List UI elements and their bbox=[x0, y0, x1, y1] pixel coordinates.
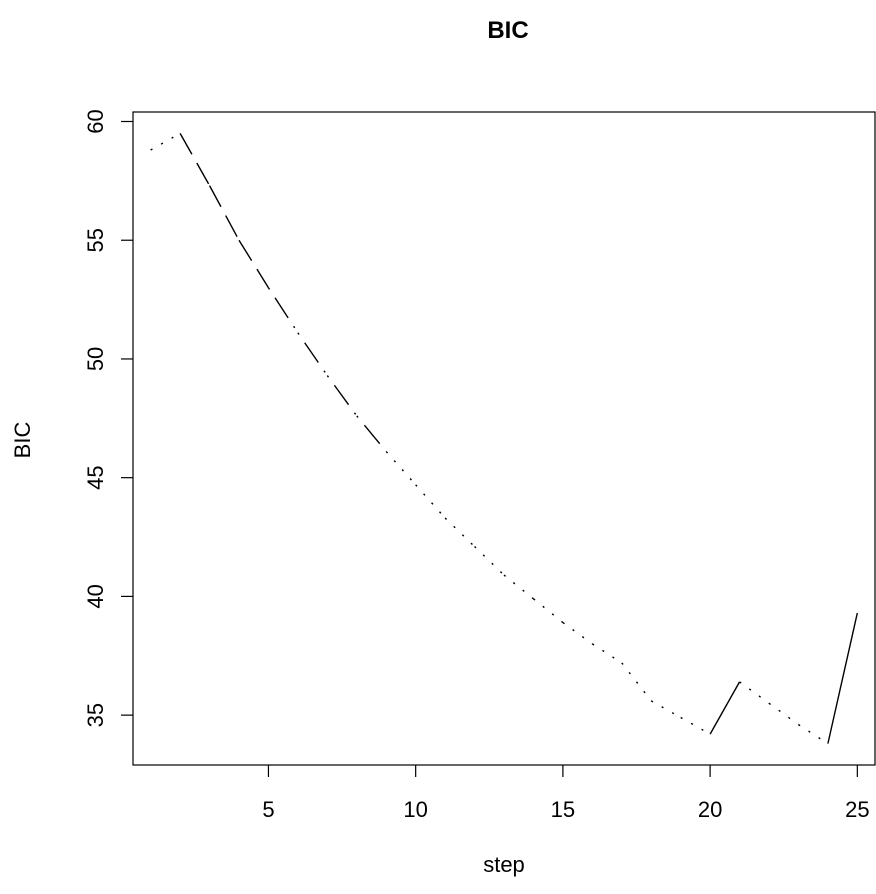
line-segment-9-10 bbox=[385, 451, 417, 486]
line-segment-20-21 bbox=[709, 681, 741, 735]
line-segment-5-6 bbox=[267, 287, 299, 334]
x-tick-label: 10 bbox=[403, 797, 427, 822]
line-segment-19-20 bbox=[680, 716, 711, 735]
x-tick-label: 5 bbox=[262, 797, 274, 822]
line-segment-12-13 bbox=[474, 546, 505, 576]
y-tick-label: 40 bbox=[83, 584, 108, 608]
line-segment-23-24 bbox=[798, 724, 829, 745]
line-segment-1-2 bbox=[150, 132, 181, 151]
y-tick-label: 50 bbox=[83, 347, 108, 371]
line-segment-7-8 bbox=[326, 375, 358, 417]
line-segment-3-4 bbox=[208, 185, 240, 241]
x-axis-label: step bbox=[483, 852, 525, 877]
line-segment-11-12 bbox=[444, 517, 476, 548]
line-segment-14-15 bbox=[533, 598, 564, 624]
line-segment-17-18 bbox=[621, 662, 652, 702]
x-tick-label: 15 bbox=[551, 797, 575, 822]
line-segment-10-11 bbox=[415, 484, 446, 519]
x-tick-label: 20 bbox=[698, 797, 722, 822]
y-tick-label: 55 bbox=[83, 228, 108, 252]
series-line bbox=[150, 132, 859, 745]
line-segment-18-19 bbox=[650, 700, 682, 719]
y-tick-label: 45 bbox=[83, 465, 108, 489]
line-segment-6-7 bbox=[297, 332, 328, 376]
y-tick-label: 35 bbox=[83, 703, 108, 727]
line-segment-22-23 bbox=[768, 702, 799, 726]
line-segment-21-22 bbox=[739, 681, 770, 704]
line-segment-13-14 bbox=[503, 574, 534, 600]
chart-title: BIC bbox=[487, 17, 528, 44]
line-segment-4-5 bbox=[238, 239, 270, 289]
x-tick-label: 25 bbox=[845, 797, 869, 822]
y-axis-label: BIC bbox=[10, 422, 35, 459]
y-tick-label: 60 bbox=[83, 109, 108, 133]
plot-frame bbox=[132, 111, 876, 766]
y-axis: 35 40 45 50 55 60 bbox=[83, 109, 133, 727]
x-axis: 5 10 15 20 25 bbox=[262, 765, 870, 822]
line-segment-24-25 bbox=[827, 612, 859, 744]
line-segment-16-17 bbox=[591, 643, 623, 664]
line-segment-15-16 bbox=[562, 621, 593, 645]
line-segment-2-3 bbox=[179, 133, 211, 186]
line-segment-8-9 bbox=[356, 415, 387, 453]
